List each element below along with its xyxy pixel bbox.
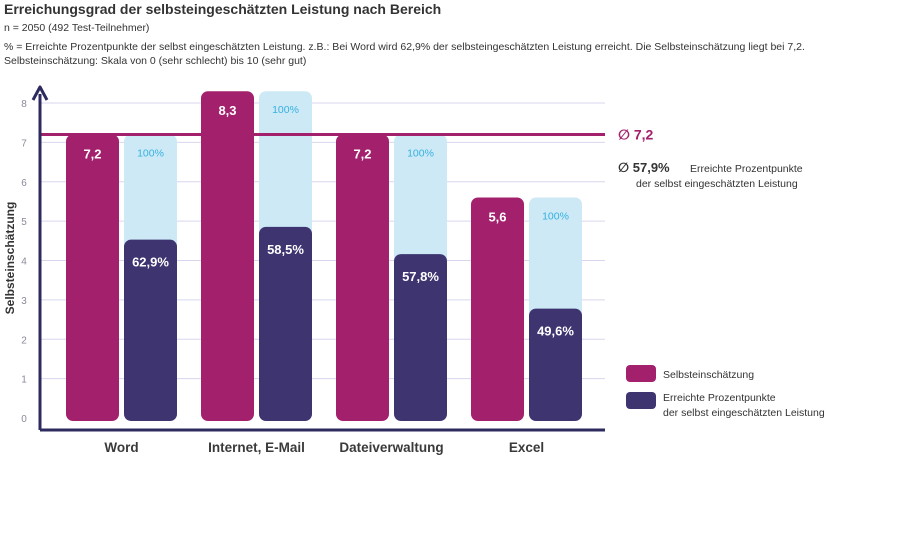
self-assessment-bar [336,134,389,421]
labels: 0 1 2 3 4 5 6 7 8 7,2 100% 62,9% Word 8,3 100% 58,5% Int… [3,99,574,455]
y-axis-label: Selbsteinschätzung [3,202,17,315]
chart-note: % = Erreichte Prozentpunkte der selbst e… [4,41,805,53]
legend-swatch-achieved [626,392,656,409]
category-label: Word [104,440,138,455]
average-self-label: ∅ 7,2 [618,127,654,143]
average-achieved-label: ∅ 57,9% [618,160,670,175]
achieved-bar [529,308,582,421]
bars [40,91,605,421]
chart-title: Erreichungsgrad der selbsteingeschätzten… [4,1,442,17]
achieved-bar [124,239,177,421]
self-assessment-value: 5,6 [488,210,506,225]
y-tick-label: 2 [21,335,27,346]
y-tick-label: 6 [21,178,27,189]
achieved-bar [259,226,312,421]
y-tick-label: 5 [21,217,27,228]
self-assessment-value: 7,2 [83,147,101,162]
side-panel: ∅ 7,2 ∅ 57,9% Erreichte Prozentpunkte der s… [618,127,825,420]
self-assessment-bar [201,91,254,421]
achieved-value: 49,6% [537,324,574,339]
y-axis-arrow [31,85,49,101]
legend-label: der selbst eingeschätzten Leistung [663,407,825,419]
category-label: Internet, E-Mail [208,440,305,455]
self-assessment-value: 8,3 [218,103,236,118]
y-tick-label: 0 [21,414,27,425]
average-achieved-text: Erreichte Prozentpunkte [690,163,803,175]
legend-swatch-self [626,365,656,382]
sample-size: n = 2050 (492 Test-Teilnehmer) [4,22,150,34]
achieved-bar [394,254,447,421]
self-assessment-bar [66,134,119,421]
achieved-value: 62,9% [132,255,169,270]
y-tick-label: 1 [21,375,27,386]
full-score-label: 100% [542,211,569,223]
y-tick-label: 8 [21,99,27,110]
full-score-label: 100% [407,148,434,160]
self-assessment-bar [471,197,524,421]
full-score-label: 100% [272,104,299,116]
y-tick-label: 7 [21,138,27,149]
axes [31,85,605,432]
category-label: Excel [509,440,544,455]
achieved-value: 57,8% [402,269,439,284]
legend-label: Erreichte Prozentpunkte [663,392,776,404]
legend-label: Selbsteinschätzung [663,369,754,381]
category-label: Dateiverwaltung [339,440,443,455]
self-assessment-value: 7,2 [353,147,371,162]
scale-note: Selbsteinschätzung: Skala von 0 (sehr sc… [4,55,307,67]
full-score-label: 100% [137,148,164,160]
y-tick-label: 4 [21,257,27,268]
y-tick-label: 3 [21,296,27,307]
achieved-value: 58,5% [267,242,304,257]
average-achieved-text: der selbst eingeschätzten Leistung [636,178,798,190]
